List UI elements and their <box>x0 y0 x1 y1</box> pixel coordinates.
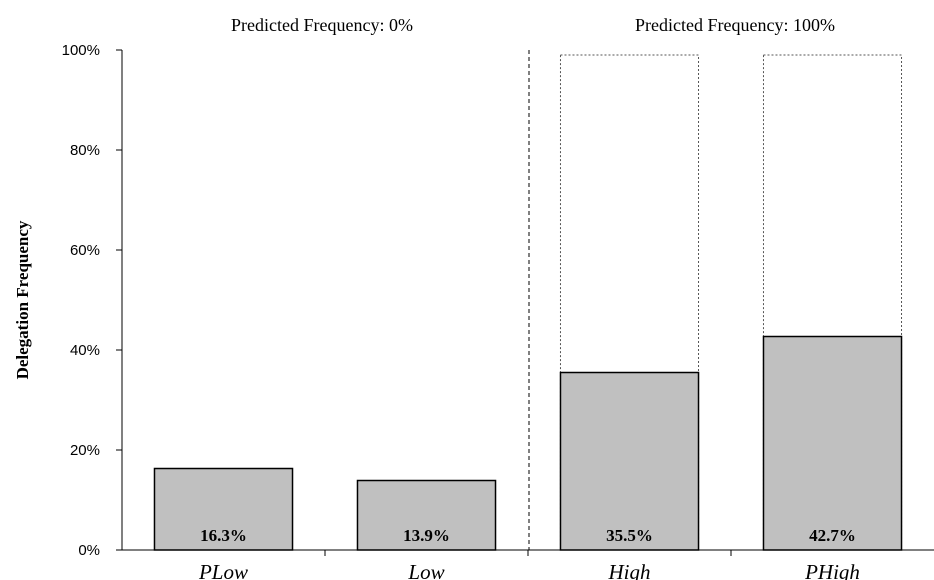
data-labels-group: 16.3% 13.9% 35.5% 42.7% <box>200 526 856 545</box>
bars-group <box>153 54 903 551</box>
y-axis-label: Delegation Frequency <box>13 220 32 379</box>
y-tick-label: 80% <box>70 142 100 159</box>
x-axis-ticks: PLow Low High PHigh <box>198 550 860 580</box>
predicted-bar <box>559 54 700 551</box>
panel-title-left: Predicted Frequency: 0% <box>231 15 413 35</box>
data-bar <box>153 467 294 551</box>
x-tick-label: Low <box>407 560 444 580</box>
data-bar <box>762 335 903 551</box>
data-label: 42.7% <box>809 526 856 545</box>
x-tick-label: PHigh <box>804 560 860 580</box>
panel-title-right: Predicted Frequency: 100% <box>635 15 835 35</box>
data-label: 13.9% <box>403 526 450 545</box>
y-tick-label: 40% <box>70 342 100 359</box>
y-tick-label: 20% <box>70 442 100 459</box>
data-label: 16.3% <box>200 526 247 545</box>
data-label: 35.5% <box>606 526 653 545</box>
x-tick-label: High <box>608 560 651 580</box>
y-axis-ticks: 0% 20% 40% 60% 80% 100% <box>62 42 122 559</box>
predicted-bar <box>762 54 903 551</box>
y-tick-label: 100% <box>62 42 100 59</box>
y-tick-label: 60% <box>70 242 100 259</box>
data-bar <box>559 371 700 551</box>
y-tick-label: 0% <box>78 542 100 559</box>
x-tick-label: PLow <box>198 560 248 580</box>
